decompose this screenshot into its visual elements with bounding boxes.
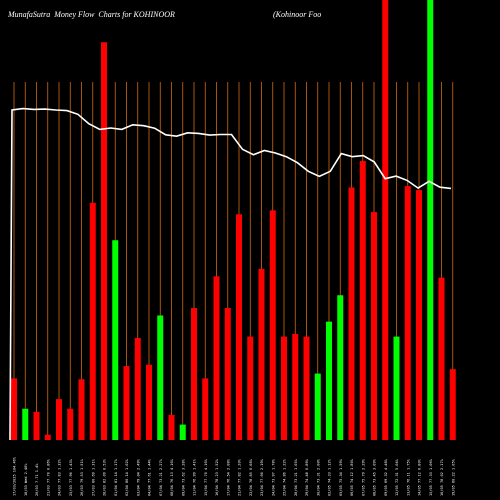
money-flow-bar: [112, 240, 119, 440]
money-flow-bar: [146, 364, 152, 440]
x-tick-label: 28/04 73.21 1.05%: [294, 458, 298, 496]
x-tick-label: 17/03/2025 104.46%: [13, 456, 17, 496]
money-flow-bar: [123, 366, 130, 440]
money-flow-bar: [438, 277, 445, 440]
x-tick-label: 22/04 78.85 0.68%: [249, 458, 253, 496]
x-tick-label: 02/05 74.33 1.12%: [328, 458, 332, 496]
money-flow-bar: [202, 378, 209, 440]
money-flow-bar: [359, 161, 366, 441]
money-flow-bar: [393, 336, 400, 440]
x-tick-label: 12/05 72.31 5.04%: [395, 458, 399, 496]
money-flow-bar: [348, 187, 355, 440]
money-flow-bar: [224, 308, 231, 440]
money-flow-bar: [213, 276, 220, 440]
money-flow-bar: [449, 369, 456, 440]
x-tick-label: 21/04 77.82 1.20%: [238, 458, 242, 496]
x-tick-label: 14/05 77.12 0.80%: [418, 458, 422, 496]
money-flow-bar: [371, 212, 377, 440]
x-tick-label: 03/04 79.04 2.49%: [136, 458, 140, 496]
x-tick-label: 15/04 77.70 4.16%: [204, 458, 208, 496]
x-tick-label: 25/04 74.86 1.22%: [283, 458, 287, 496]
money-flow-bar: [247, 336, 254, 440]
money-flow-bar: [191, 308, 197, 440]
money-flow-bar: [89, 202, 96, 440]
money-flow-bar: [292, 333, 299, 440]
money-flow-bar: [326, 321, 332, 440]
money-flow-bar: [22, 408, 29, 440]
x-tick-label: 07/05 75.79 2.29%: [361, 458, 365, 496]
x-tick-label: 21/03 77.70 0.86%: [46, 458, 50, 496]
money-flow-bar: [67, 408, 74, 440]
x-tick-label: 06/05 74.12 1.80%: [350, 458, 354, 496]
money-flow-bar: [337, 295, 344, 440]
money-flow-bar: [269, 210, 276, 440]
x-tick-label: 13/05 76.11 1.75%: [406, 458, 410, 496]
money-flow-bar: [179, 424, 186, 440]
money-flow-bar: [258, 268, 265, 440]
money-flow-bar: [44, 434, 51, 440]
chart-title: MunafaSutra Money Flow Charts for KOHINO…: [8, 10, 175, 19]
x-tick-label: 07/04 73.21 2.27%: [159, 458, 163, 496]
money-flow-bar: [281, 336, 287, 440]
x-tick-label: 24/03 77.83 1.32%: [58, 458, 62, 496]
money-flow-bar: [101, 42, 107, 441]
money-flow-bar: [11, 378, 17, 440]
x-tick-label: 26/03 79.53 1.51%: [80, 458, 84, 496]
money-flow-bar: [33, 411, 40, 440]
x-tick-label: 16/05 78.02 2.17%: [440, 458, 444, 496]
x-tick-label: 27/03 80.69 1.31%: [91, 458, 95, 496]
x-tick-label: 24/04 73.97 1.78%: [271, 458, 275, 496]
x-tick-label: 20/03 7.71 1.4%: [35, 463, 39, 496]
x-tick-label: 11/04 76.99 1.41%: [193, 458, 197, 496]
x-tick-label: 23/04 77.66 2.19%: [260, 458, 264, 496]
money-flow-bar: [134, 337, 141, 440]
x-tick-label: 09/05 69.32 4.48%: [384, 458, 388, 496]
x-tick-label: 08/05 73.45 3.09%: [373, 458, 377, 496]
money-flow-bar: [382, 0, 389, 440]
x-tick-label: 28/03 82.09 0.53%: [103, 458, 107, 496]
x-tick-label: 09/04 73.62 3.28%: [181, 458, 185, 496]
money-flow-bar: [236, 214, 242, 440]
money-flow-bar: [303, 336, 310, 440]
x-tick-label: 25/03 77.96 1.43%: [69, 458, 73, 496]
x-tick-label: 16/04 78.23 1.52%: [215, 458, 219, 496]
money-flow-bar: [157, 315, 164, 440]
money-flow-bar: [404, 186, 411, 440]
x-tick-label: 04/04 77.61 1.44%: [148, 458, 152, 496]
money-flow-bar: [78, 379, 85, 440]
x-tick-label: 02/04 80.14 1.02%: [125, 458, 129, 496]
x-tick-label: 17/04 76.54 2.08%: [226, 458, 230, 496]
x-tick-label: 15/05 77.33 1.06%: [429, 458, 433, 496]
x-tick-label: 30/04 73.31 2.00%: [316, 458, 320, 496]
money-flow-bar: [56, 399, 62, 440]
chart-subtitle: (Kohinoor Foo: [273, 10, 322, 19]
money-flow-bar: [416, 190, 422, 440]
x-tick-label: 29/04 74.48 0.89%: [305, 458, 309, 496]
x-tick-label: 01/04 81.14 1.17%: [114, 458, 118, 496]
money-flow-bar: [427, 0, 434, 440]
x-tick-label: 08/04 76.13 4.16%: [170, 458, 174, 496]
x-tick-label: 05/05 75.34 1.59%: [339, 458, 343, 496]
money-flow-bar: [314, 373, 321, 440]
money-flow-bar: [168, 414, 175, 440]
x-tick-label: 18/03 Wed 2.40%: [24, 463, 28, 496]
price-line: [9, 107, 452, 441]
x-tick-label: 19/05 80.22 1.05%: [451, 458, 455, 496]
